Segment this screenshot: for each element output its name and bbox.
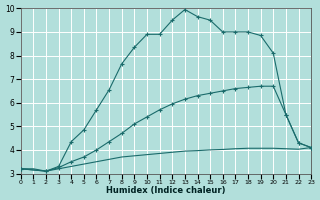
X-axis label: Humidex (Indice chaleur): Humidex (Indice chaleur) [106, 186, 226, 195]
